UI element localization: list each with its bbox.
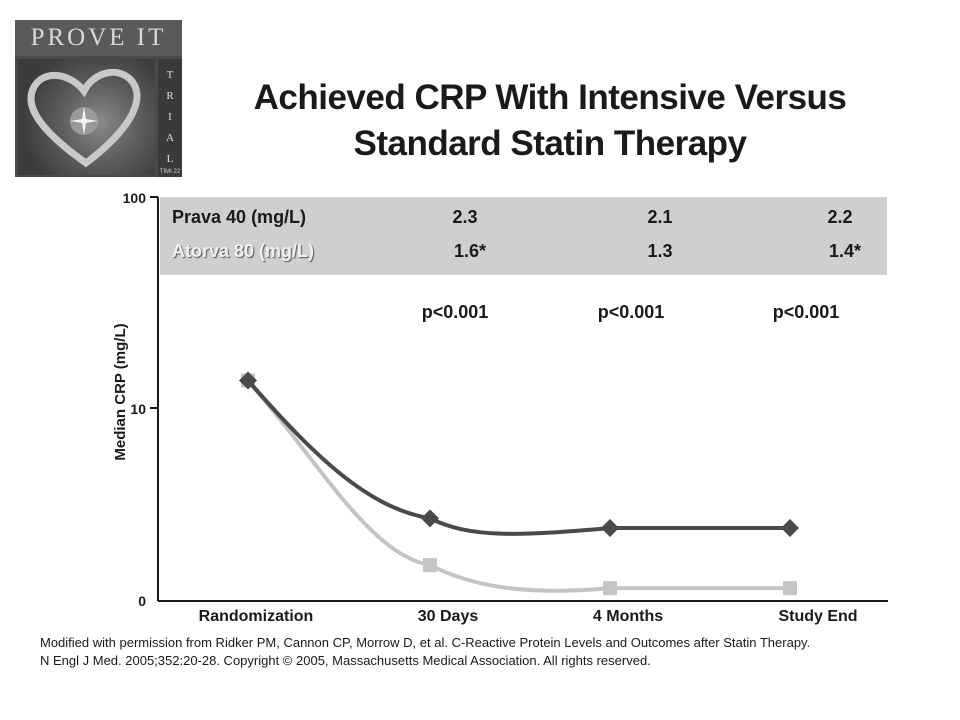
y-axis-label: Median CRP (mg/L) [112,323,129,460]
p-value-study-end: p<0.001 [772,302,840,322]
prava-value-4-months: 2.1 [647,207,673,227]
x-tick-label: 4 Months [593,608,663,625]
data-point-marker [421,509,439,528]
logo-letter: T [166,69,174,81]
logo-letter: L [166,153,174,165]
data-point-marker [603,581,617,596]
footnote: Modified with permission from Ridker PM,… [40,634,940,670]
data-point-marker [781,518,799,537]
heart-logo-icon [18,59,155,175]
p-value-30-days: p<0.001 [421,302,489,322]
series-line [246,379,790,536]
logo-letter: I [168,111,172,123]
prava-value-30-days: 2.3 [452,207,478,227]
prove-it-logo: PROVE IT T R I A L TIMI 22 [15,20,182,177]
data-point-marker [601,518,619,537]
footnote-line-2: N Engl J Med. 2005;352:20-28. Copyright … [40,653,651,668]
atorva-value-study-end: 1.4* [828,241,862,261]
prava-value-study-end: 2.2 [827,207,853,227]
atorva-value-4-months: 1.3 [647,241,673,261]
prava-row-label: Prava 40 (mg/L) [172,207,307,227]
atorva-row-label: Atorva 80 (mg/L) [172,241,315,261]
y-tick-label: 0 [138,593,146,609]
series-line [246,379,790,593]
data-table-band [160,197,887,275]
p-value-4-months: p<0.001 [597,302,665,322]
page-title-line-1: Achieved CRP With Intensive Versus [253,78,847,117]
data-point-marker [423,558,437,573]
data-point-marker [239,371,257,390]
logo-sub: TIMI 22 [159,169,181,175]
x-tick-label: Study End [778,608,857,625]
x-tick-label: 30 Days [418,608,479,625]
y-tick-label: 10 [130,401,146,417]
logo-letter: A [166,132,174,144]
y-tick-label: 100 [123,190,147,206]
page-title-line-2: Standard Statin Therapy [353,124,747,163]
logo-title: PROVE IT [15,20,182,56]
footnote-line-1: Modified with permission from Ridker PM,… [40,635,811,650]
atorva-value-30-days: 1.6* [453,241,487,261]
logo-letter: R [166,90,174,102]
data-point-marker [783,581,797,596]
x-tick-label: Randomization [199,608,314,625]
logo-side-strip: T R I A L TIMI 22 [158,59,182,177]
